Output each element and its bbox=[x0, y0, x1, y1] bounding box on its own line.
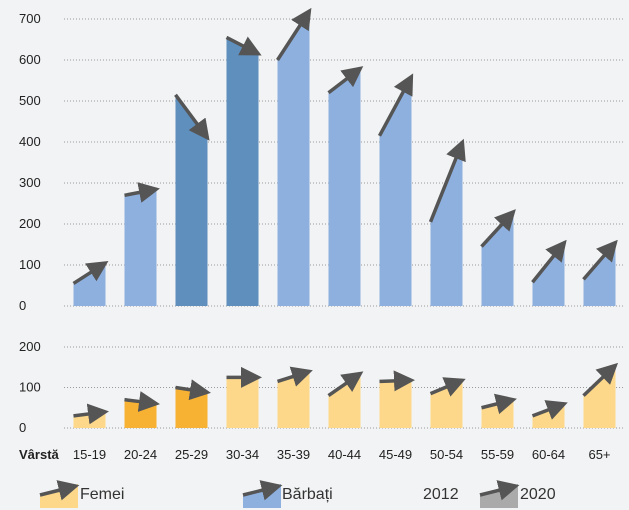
change-arrow-15-19 bbox=[72, 261, 109, 285]
y-tick-label: 600 bbox=[19, 52, 41, 67]
x-tick-label: 60-64 bbox=[532, 447, 565, 462]
y-tick-label: 100 bbox=[19, 380, 41, 395]
x-tick-label: 55-59 bbox=[481, 447, 514, 462]
change-arrow-65+ bbox=[582, 362, 619, 397]
x-tick-label: 40-44 bbox=[328, 447, 361, 462]
x-tick-label: 30-34 bbox=[226, 447, 259, 462]
change-arrow-25-29 bbox=[175, 379, 211, 401]
legend-men-label: Bărbați bbox=[282, 486, 333, 503]
legend-women-label: Femei bbox=[80, 486, 124, 503]
change-arrow-50-54 bbox=[428, 138, 466, 223]
men-panel: 0 100 200 300 400 500 600 700 bbox=[19, 7, 625, 313]
bar-65+ bbox=[583, 365, 616, 428]
change-arrow-55-59 bbox=[480, 209, 516, 248]
change-arrow-35-39 bbox=[276, 7, 312, 61]
change-arrow-15-19 bbox=[73, 403, 109, 425]
change-arrow-65+ bbox=[582, 239, 618, 281]
x-tick-label: 65+ bbox=[588, 447, 610, 462]
change-arrow-40-44 bbox=[327, 371, 364, 398]
bar-40-44 bbox=[328, 373, 361, 428]
y-tick-label: 500 bbox=[19, 93, 41, 108]
bar-25-29 bbox=[175, 387, 208, 428]
y-tick-label: 0 bbox=[19, 298, 26, 313]
change-arrow-50-54 bbox=[429, 377, 466, 397]
change-arrow-25-29 bbox=[174, 93, 210, 141]
bar-20-24 bbox=[124, 189, 157, 306]
bar-15-19 bbox=[73, 262, 106, 306]
y-tick-label: 200 bbox=[19, 339, 41, 354]
legend-years-icon bbox=[479, 480, 520, 508]
y-tick-label: 200 bbox=[19, 216, 41, 231]
change-arrow-30-34 bbox=[225, 35, 262, 56]
x-tick-label: 45-49 bbox=[379, 447, 412, 462]
x-tick-label: 20-24 bbox=[124, 447, 157, 462]
y-tick-label: 0 bbox=[19, 420, 26, 435]
bar-45-49 bbox=[379, 76, 412, 307]
y-tick-label: 300 bbox=[19, 175, 41, 190]
bar-50-54 bbox=[430, 142, 463, 306]
change-arrow-35-39 bbox=[276, 366, 313, 387]
x-tick-label: 35-39 bbox=[277, 447, 310, 462]
bar-40-44 bbox=[328, 68, 361, 306]
y-tick-label: 700 bbox=[19, 11, 41, 26]
bar-25-29 bbox=[175, 94, 208, 306]
x-tick-label: 50-54 bbox=[430, 447, 463, 462]
legend-women-icon bbox=[39, 480, 80, 508]
change-arrow-20-24 bbox=[124, 182, 160, 203]
x-axis: Vârstă 15-19 20-24 25-29 30-34 35-39 40-44 45-… bbox=[19, 447, 611, 462]
bar-55-59 bbox=[481, 211, 514, 306]
legend-year-from: 2012 bbox=[423, 486, 459, 503]
y-tick-label: 100 bbox=[19, 257, 41, 272]
x-axis-title: Vârstă bbox=[19, 447, 60, 462]
change-arrow-60-64 bbox=[531, 239, 567, 284]
women-panel: 0 100 200 bbox=[19, 339, 625, 435]
x-tick-label: 15-19 bbox=[73, 447, 106, 462]
bar-35-39 bbox=[277, 10, 310, 307]
bar-30-34 bbox=[226, 377, 259, 428]
change-arrow-60-64 bbox=[531, 400, 568, 420]
change-arrow-45-49 bbox=[377, 73, 414, 137]
bar-30-34 bbox=[226, 37, 259, 306]
change-arrow-45-49 bbox=[379, 370, 415, 392]
change-arrow-20-24 bbox=[124, 391, 160, 412]
change-arrow-55-59 bbox=[481, 393, 517, 415]
bar-45-49 bbox=[379, 380, 412, 428]
legend: Femei Bărbați 2012 2020 bbox=[39, 480, 556, 508]
x-tick-label: 25-29 bbox=[175, 447, 208, 462]
change-arrow-40-44 bbox=[327, 66, 364, 95]
legend-year-to: 2020 bbox=[520, 486, 556, 503]
legend-men-icon bbox=[242, 480, 283, 508]
y-tick-label: 400 bbox=[19, 134, 41, 149]
